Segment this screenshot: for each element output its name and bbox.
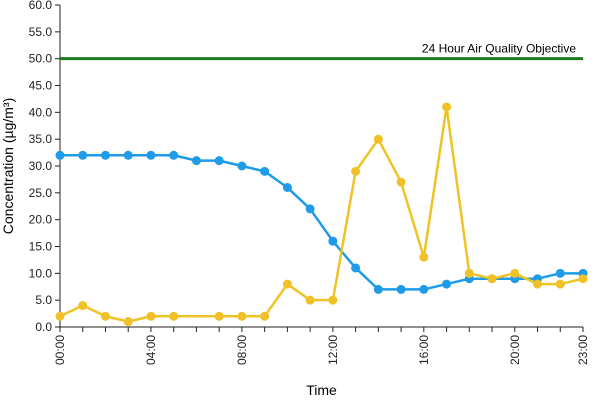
series-2-point <box>123 317 133 327</box>
objective-label: 24 Hour Air Quality Objective <box>422 42 576 56</box>
y-tick-label: 0.0 <box>35 320 52 334</box>
series-1-line <box>60 154 583 291</box>
series-1-point <box>100 150 110 160</box>
series-2-point <box>169 311 179 321</box>
y-tick-label: 20.0 <box>29 213 53 227</box>
series-1-point <box>282 182 292 192</box>
series-2-point <box>282 279 292 289</box>
objective-group: 24 Hour Air Quality Objective <box>60 42 583 61</box>
series-1-point <box>396 284 406 294</box>
y-tick-label: 10.0 <box>29 266 53 280</box>
series-2-point <box>578 274 588 284</box>
series-1-point <box>123 150 133 160</box>
x-tick-label: 16:00 <box>417 335 431 365</box>
x-tick-label: 04:00 <box>144 335 158 365</box>
series-1-point <box>146 150 156 160</box>
y-tick-label: 55.0 <box>29 25 53 39</box>
series-2-point <box>351 166 361 176</box>
series-2-point <box>55 311 65 321</box>
series-2-point <box>419 252 429 262</box>
series-1-point <box>191 156 201 166</box>
x-tick-label: 12:00 <box>326 335 340 365</box>
series-2-point <box>373 134 383 144</box>
y-tick-label: 5.0 <box>35 293 52 307</box>
y-tick-label: 60.0 <box>29 0 53 12</box>
y-tick-label: 45.0 <box>29 79 53 93</box>
series-2-point <box>214 311 224 321</box>
x-tick-label: 08:00 <box>235 335 249 365</box>
series-2-point <box>146 311 156 321</box>
series-2-point <box>328 295 338 305</box>
series-1-point <box>260 166 270 176</box>
x-axis-ticks: 00:00 04:00 08:00 12:00 16:00 20:00 23:00 <box>53 327 590 365</box>
series-1-point <box>555 268 565 278</box>
series-2-point <box>533 279 543 289</box>
series-1-point <box>214 156 224 166</box>
series-1-point <box>442 279 452 289</box>
series-1-point <box>78 150 88 160</box>
series-1-point <box>237 161 247 171</box>
series-1-point <box>351 263 361 273</box>
series-2-point <box>305 295 315 305</box>
series-2-point <box>260 311 270 321</box>
x-tick-label: 00:00 <box>53 335 67 365</box>
series-2-line <box>59 105 584 323</box>
y-tick-label: 50.0 <box>29 52 53 66</box>
series-1-point <box>419 284 429 294</box>
series-1-point <box>305 204 315 214</box>
series-1-point <box>373 284 383 294</box>
y-axis-title: Concentration (µg/m³) <box>0 98 16 234</box>
y-axis-ticks: 0.0 5.0 10.0 15.0 20.0 25.0 30.0 35.0 40.0 45.0 50… <box>29 0 60 334</box>
series-2-point <box>396 177 406 187</box>
series-2-point <box>78 301 88 311</box>
y-tick-label: 15.0 <box>29 240 53 254</box>
series-1-point <box>55 150 65 160</box>
series-2 <box>55 102 588 327</box>
series-1-point <box>328 236 338 246</box>
series-2-point <box>487 274 497 284</box>
x-tick-label: 23:00 <box>576 335 590 365</box>
series-1-point <box>169 150 179 160</box>
series-2-point <box>237 311 247 321</box>
series-2-point <box>100 311 110 321</box>
series-2-point <box>555 279 565 289</box>
series-1 <box>55 150 588 294</box>
series-2-point <box>510 268 520 278</box>
y-tick-label: 25.0 <box>29 186 53 200</box>
x-axis-title: Time <box>306 382 337 398</box>
y-tick-label: 35.0 <box>29 132 53 146</box>
series-2-point <box>464 268 474 278</box>
y-tick-label: 40.0 <box>29 105 53 119</box>
y-tick-label: 30.0 <box>29 159 53 173</box>
series-2-point <box>442 102 452 112</box>
series-layer <box>55 102 588 327</box>
x-tick-label: 20:00 <box>508 335 522 365</box>
